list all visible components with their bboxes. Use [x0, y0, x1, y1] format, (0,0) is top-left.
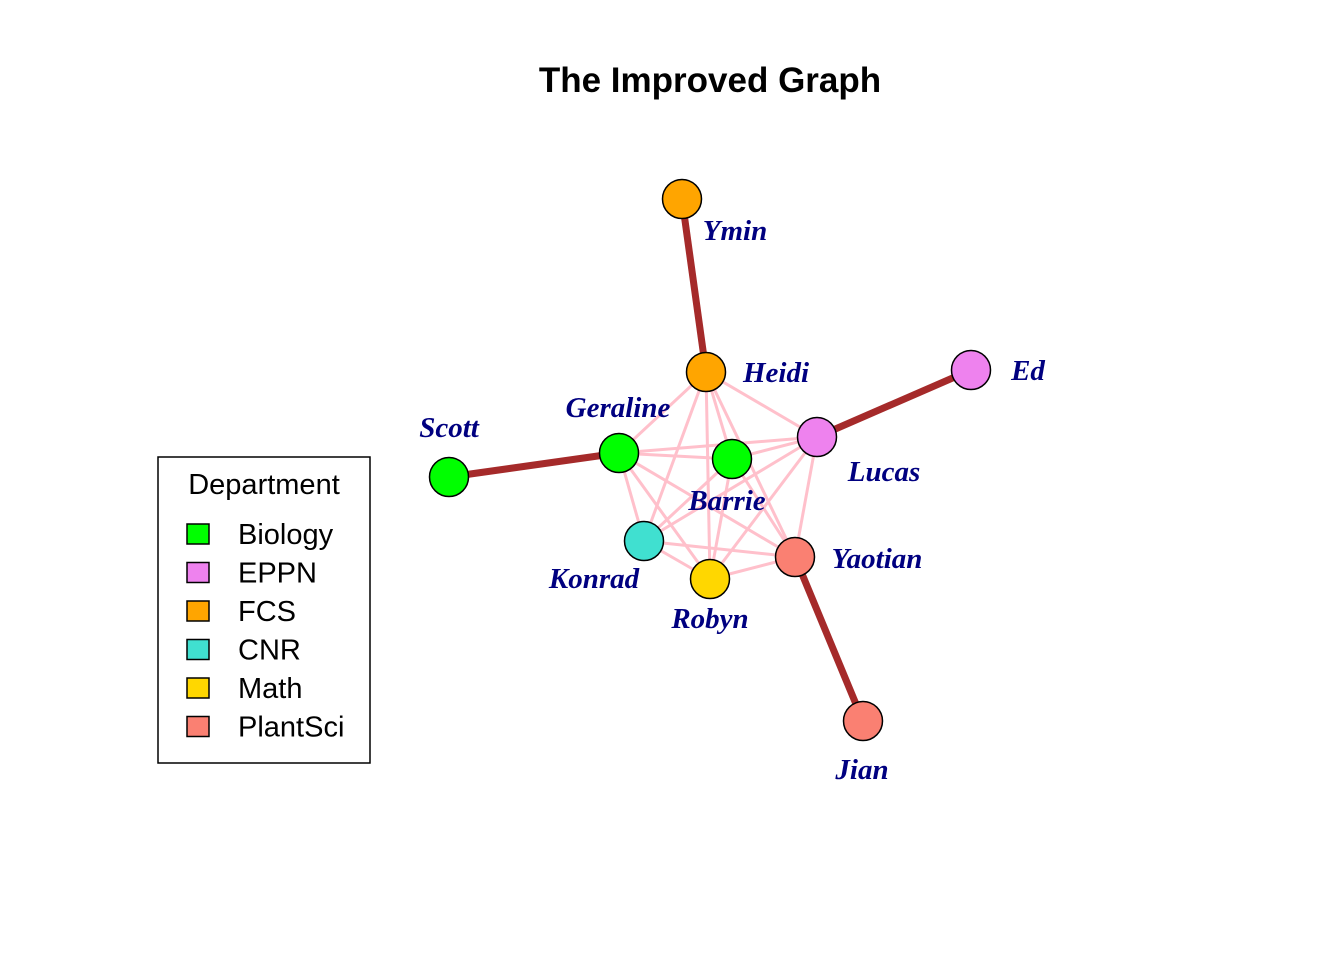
edge-geraline-robyn	[617, 452, 712, 580]
node-scott[interactable]	[428, 456, 470, 498]
node-jian[interactable]	[842, 700, 884, 742]
edge-heidi-lucas	[705, 370, 818, 439]
legend-label-fcs: FCS	[238, 596, 296, 628]
node-label-yaotian: Yaotian	[832, 543, 923, 575]
legend-label-cnr: CNR	[238, 635, 301, 667]
node-label-konrad: Konrad	[548, 563, 640, 595]
node-label-lucas: Lucas	[847, 456, 921, 488]
node-label-heidi: Heidi	[742, 357, 809, 389]
legend-swatch-eppn	[186, 561, 210, 584]
edge-lucas-robyn	[708, 436, 819, 580]
edge-konrad-yaotian	[643, 539, 796, 559]
node-yaotian[interactable]	[774, 536, 816, 578]
node-robyn[interactable]	[689, 558, 731, 600]
nodes-layer	[428, 178, 992, 742]
legend-swatch-biology	[186, 523, 210, 545]
legend-label-math: Math	[238, 673, 302, 705]
labels-layer: Ymin Heidi Ed Geraline Scott Barrie Lucas Konra…	[419, 215, 1045, 786]
graph-title: The Improved Graph	[539, 61, 881, 100]
legend-swatch-fcs	[186, 600, 210, 622]
node-label-robyn: Robyn	[670, 603, 748, 635]
legend-title: Department	[188, 469, 340, 501]
edge-lucas-konrad	[643, 435, 818, 543]
edge-geraline-yaotian	[618, 451, 796, 559]
edge-yaotian-jian	[791, 555, 867, 723]
node-label-ed: Ed	[1010, 355, 1045, 387]
legend-label-biology: Biology	[238, 519, 334, 551]
legend-label-eppn: EPPN	[238, 558, 317, 590]
edge-lucas-yaotian	[793, 436, 819, 558]
node-label-barrie: Barrie	[687, 485, 765, 517]
node-ed[interactable]	[950, 349, 992, 391]
node-geraline[interactable]	[598, 432, 640, 474]
node-ymin[interactable]	[661, 178, 703, 220]
node-heidi[interactable]	[685, 351, 727, 393]
node-label-geraline: Geraline	[566, 392, 671, 424]
node-label-ymin: Ymin	[703, 215, 767, 247]
legend-swatch-plantsci	[186, 715, 210, 738]
edge-barrie-robyn	[708, 458, 734, 580]
node-label-jian: Jian	[834, 754, 888, 786]
edge-lucas-ed	[815, 366, 973, 441]
edge-heidi-robyn	[704, 371, 712, 580]
legend: Department Biology EPPN FCS CNR Math PlantSci	[157, 456, 371, 764]
edge-ymin-heidi	[678, 198, 710, 373]
legend-swatch-cnr	[186, 638, 210, 661]
node-konrad[interactable]	[623, 520, 665, 562]
node-label-scott: Scott	[419, 412, 480, 444]
legend-swatch-math	[186, 677, 210, 699]
legend-items: Biology EPPN FCS CNR Math PlantSci	[186, 519, 344, 744]
legend-label-plantsci: PlantSci	[238, 712, 344, 744]
node-lucas[interactable]	[796, 416, 838, 458]
edge-scott-geraline	[448, 449, 620, 481]
node-barrie[interactable]	[711, 438, 753, 480]
